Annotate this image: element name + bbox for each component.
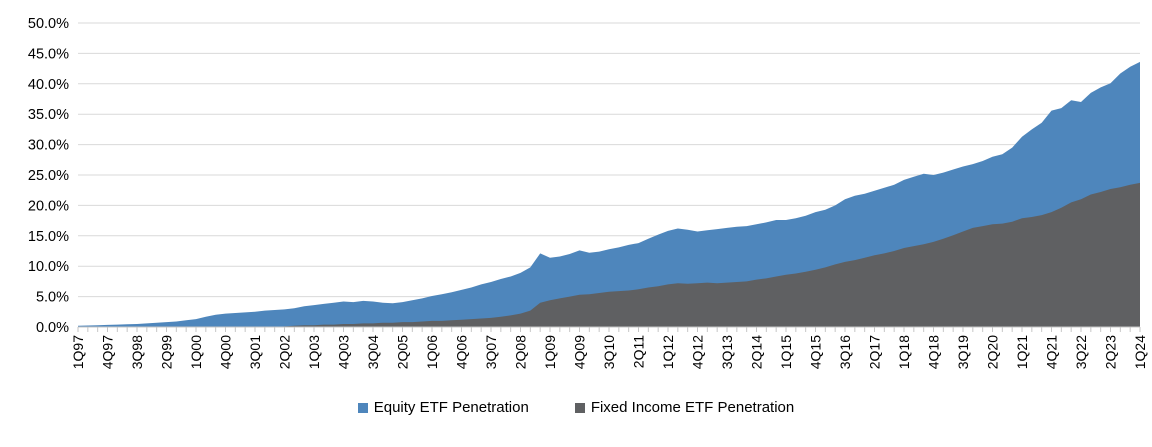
y-axis-label: 40.0% (28, 77, 69, 93)
x-axis-label: 2Q02 (277, 335, 293, 369)
y-axis-label: 35.0% (28, 107, 69, 123)
x-axis-label: 2Q11 (631, 335, 647, 368)
x-axis-label: 3Q98 (129, 335, 145, 369)
x-axis-label: 2Q99 (159, 335, 175, 369)
y-axis-label: 15.0% (28, 229, 69, 245)
x-axis-label: 4Q06 (454, 335, 470, 369)
y-axis-label: 5.0% (36, 290, 69, 306)
x-axis-label: 1Q24 (1132, 335, 1148, 369)
x-axis-label: 1Q18 (896, 335, 912, 369)
x-axis-label: 1Q97 (70, 335, 86, 369)
y-axis-label: 25.0% (28, 168, 69, 184)
x-axis-label: 2Q20 (985, 335, 1001, 369)
x-axis-label: 1Q00 (188, 335, 204, 369)
y-axis-label: 45.0% (28, 46, 69, 62)
x-axis-label: 3Q10 (601, 335, 617, 369)
x-axis-label: 1Q03 (306, 335, 322, 369)
chart-legend: Equity ETF Penetration Fixed Income ETF … (0, 399, 1152, 416)
legend-item-equity: Equity ETF Penetration (357, 399, 529, 416)
x-axis-label: 1Q09 (542, 335, 558, 369)
x-axis-label: 2Q08 (513, 335, 529, 369)
y-axis-label: 10.0% (28, 259, 69, 275)
area-series-fixed-income (78, 182, 1140, 327)
x-axis-label: 2Q17 (867, 335, 883, 369)
x-axis-label: 3Q22 (1073, 335, 1089, 369)
x-axis-label: 4Q09 (572, 335, 588, 369)
y-axis-label: 0.0% (36, 320, 69, 336)
fixed-income-series-label: Fixed Income ETF Penetration (590, 399, 795, 416)
x-axis-label: 2Q14 (749, 335, 765, 369)
equity-series-label: Equity ETF Penetration (373, 399, 529, 416)
legend-item-fixed-income: Fixed Income ETF Penetration (574, 399, 795, 416)
equity-series-swatch-icon (357, 402, 368, 413)
x-axis-label: 2Q05 (395, 335, 411, 369)
x-axis-label: 4Q18 (926, 335, 942, 369)
fixed-income-series-swatch-icon (574, 402, 585, 413)
x-axis-label: 4Q12 (690, 335, 706, 369)
x-axis-label: 3Q04 (365, 335, 381, 369)
x-axis-label: 1Q12 (660, 335, 676, 369)
x-axis-label: 3Q07 (483, 335, 499, 369)
y-axis-label: 20.0% (28, 198, 69, 214)
x-axis-label: 3Q01 (247, 335, 263, 369)
x-axis-label: 1Q21 (1014, 335, 1030, 369)
x-axis-label: 4Q00 (218, 335, 234, 369)
y-axis-label: 30.0% (28, 138, 69, 154)
x-axis-label: 3Q13 (719, 335, 735, 369)
x-axis-label: 2Q23 (1103, 335, 1119, 369)
x-axis-label: 4Q03 (336, 335, 352, 369)
x-axis-label: 1Q06 (424, 335, 440, 369)
x-axis-label: 3Q16 (837, 335, 853, 369)
plot-area: 0.0% 5.0% 10.0% 15.0% 20.0% 25.0% 30.0% 35.0% 40… (28, 16, 1148, 369)
x-axis-label: 4Q15 (808, 335, 824, 369)
x-axis-label: 4Q21 (1044, 335, 1060, 369)
x-axis-label: 4Q97 (100, 335, 116, 369)
y-axis-label: 50.0% (28, 16, 69, 32)
x-axis-label: 3Q19 (955, 335, 971, 369)
x-axis-label: 1Q15 (778, 335, 794, 369)
